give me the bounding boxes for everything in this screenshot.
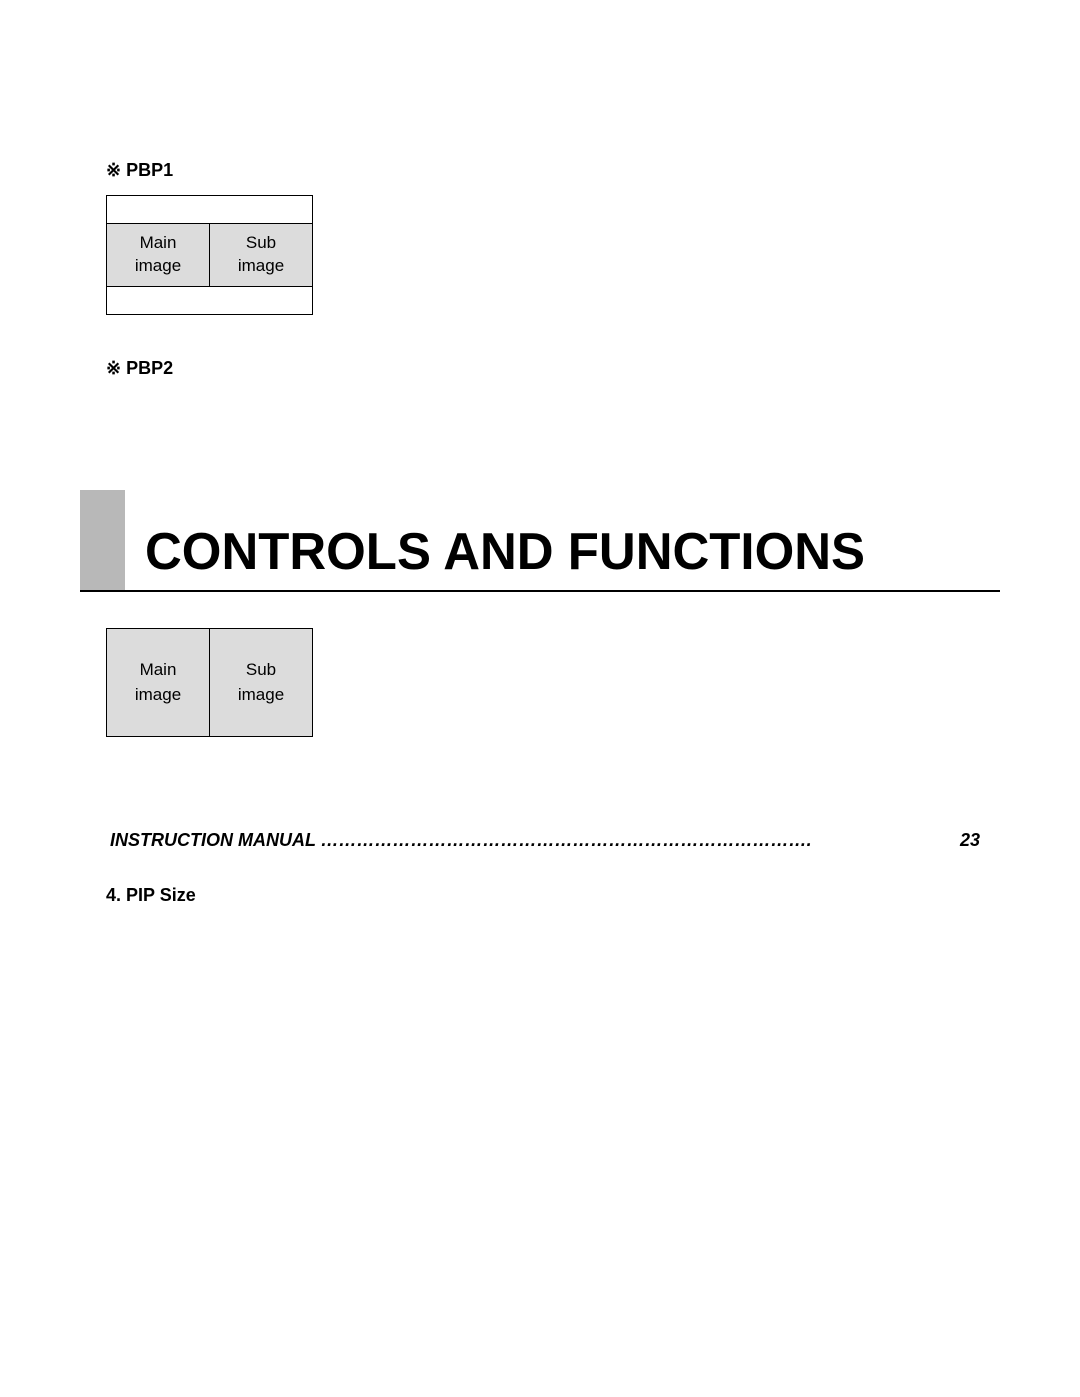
- section-title: CONTROLS AND FUNCTIONS: [145, 522, 865, 582]
- pbp2-sub-line2: image: [238, 683, 284, 708]
- pbp1-bottom-bar: [107, 287, 313, 315]
- pbp2-sub-cell: Sub image: [210, 629, 313, 737]
- pbp1-sub-line2: image: [238, 255, 284, 278]
- pbp2-main-cell: Main image: [107, 629, 210, 737]
- header-rule: [80, 590, 1000, 592]
- manual-leader-dots: ……………………………………………………………………….: [316, 830, 812, 850]
- pbp1-top-bar: [107, 196, 313, 224]
- pbp1-main-cell: Main image: [107, 224, 210, 287]
- pbp2-sub-line1: Sub: [246, 658, 276, 683]
- pbp2-label: ※ PBP2: [106, 358, 173, 379]
- section-header: CONTROLS AND FUNCTIONS: [80, 490, 1000, 620]
- pbp1-image-row: Main image Sub image: [107, 224, 313, 287]
- pbp2-image-row: Main image Sub image: [107, 629, 313, 737]
- pbp1-main-line2: image: [135, 255, 181, 278]
- pip-size-heading: 4. PIP Size: [106, 885, 196, 906]
- pbp1-sub-line1: Sub: [246, 232, 276, 255]
- pbp2-table: Main image Sub image: [106, 628, 313, 737]
- pbp1-main-line1: Main: [140, 232, 177, 255]
- manual-label: INSTRUCTION MANUAL: [110, 830, 316, 850]
- pbp2-main-line1: Main: [140, 658, 177, 683]
- manual-page-number: 23: [960, 830, 980, 851]
- pbp1-table: Main image Sub image: [106, 195, 313, 315]
- pbp1-label: ※ PBP1: [106, 160, 173, 181]
- pbp2-main-line2: image: [135, 683, 181, 708]
- page: ※ PBP1 Main image Sub image ※ PBP2 CONTR…: [0, 0, 1080, 1397]
- manual-footer-line: INSTRUCTION MANUAL …………………………………………………………: [110, 830, 980, 851]
- header-accent-block: [80, 490, 125, 590]
- pbp1-sub-cell: Sub image: [210, 224, 313, 287]
